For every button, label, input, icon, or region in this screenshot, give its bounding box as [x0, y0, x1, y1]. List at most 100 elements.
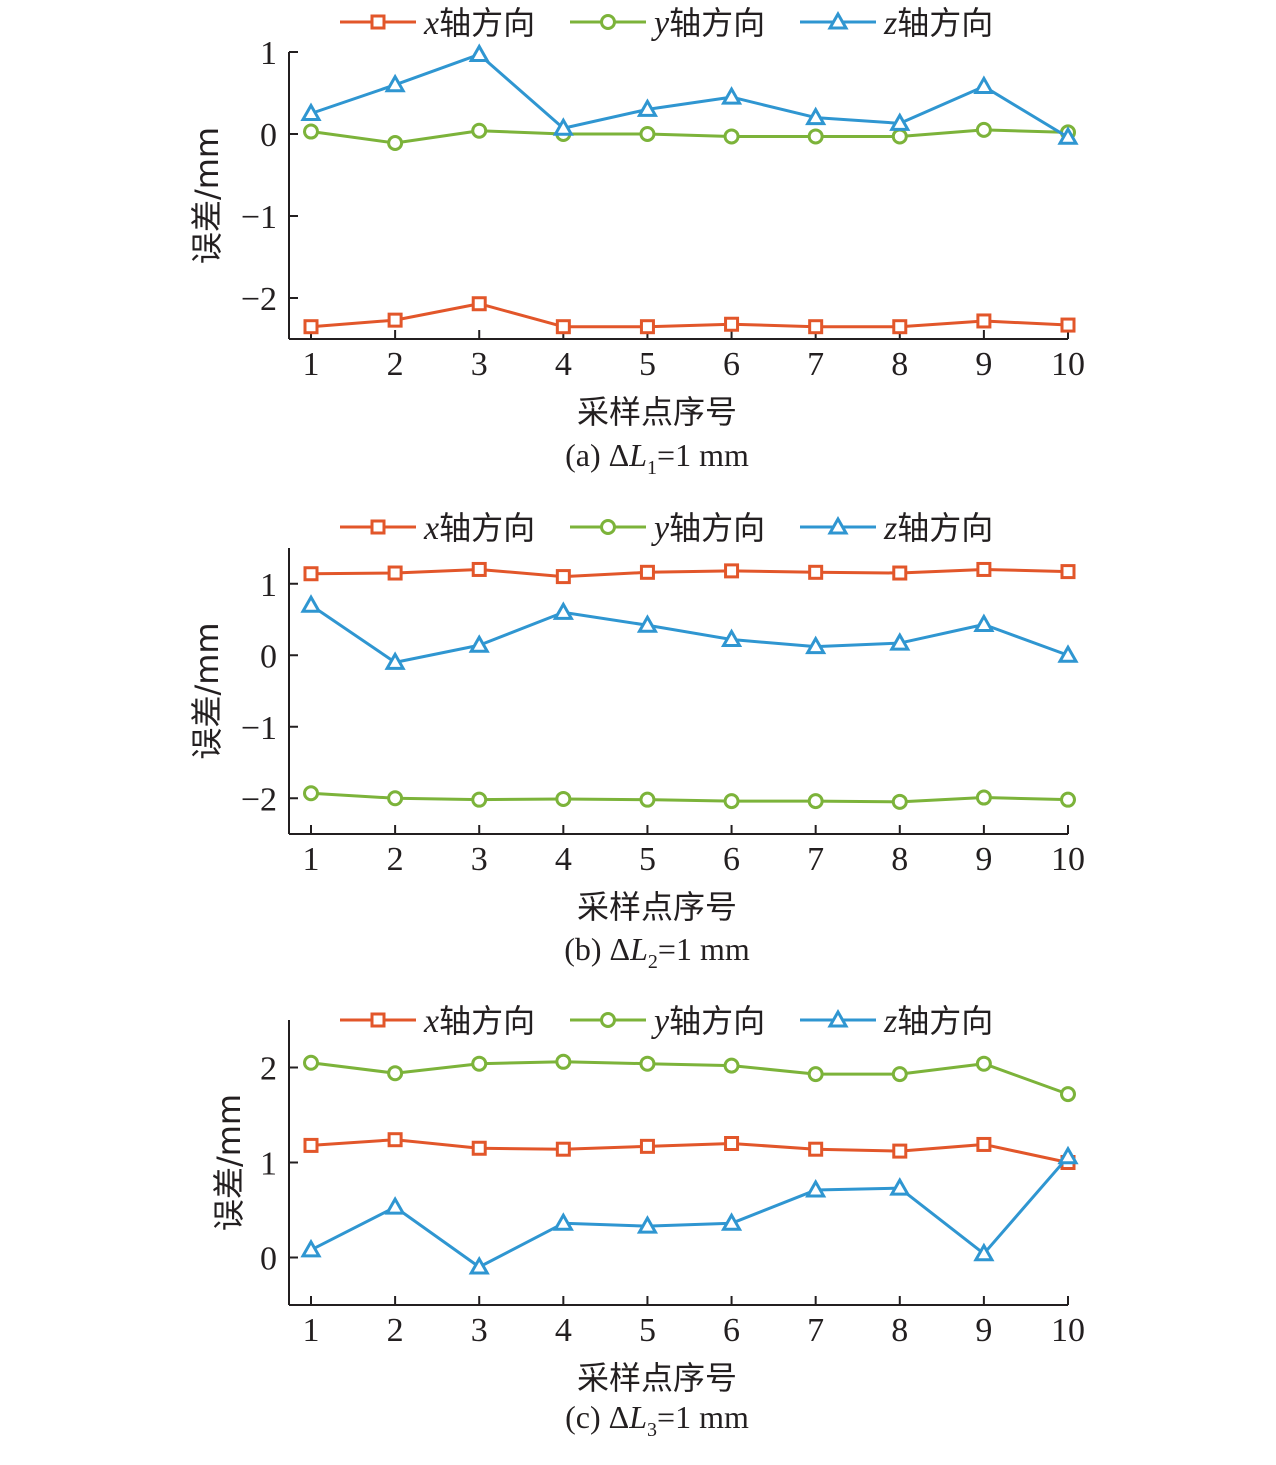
series-line — [310, 1060, 1069, 1096]
chart-caption: (c) ΔL3=1 mm — [565, 1399, 749, 1441]
x-tick-label: 1 — [303, 346, 320, 383]
data-point — [300, 102, 322, 121]
x-tick-label: 10 — [1051, 1312, 1085, 1349]
data-point — [976, 313, 992, 329]
legend-label-rest: 轴方向 — [439, 509, 535, 547]
data-point — [723, 793, 740, 810]
legend-label-rest: 轴方向 — [439, 1002, 535, 1040]
data-point — [975, 789, 992, 806]
legend-marker — [827, 10, 849, 30]
data-point — [805, 1179, 827, 1198]
data-point — [1057, 1145, 1079, 1165]
data-point — [639, 126, 656, 142]
data-point — [636, 98, 659, 117]
series-line — [310, 52, 1069, 139]
data-point — [724, 316, 740, 332]
legend-marker — [600, 1012, 616, 1028]
legend-label-rest: 轴方向 — [897, 509, 993, 547]
legend-label: y轴方向 — [651, 4, 765, 42]
series-z — [300, 594, 1079, 670]
legend-label-rest: 轴方向 — [669, 509, 765, 547]
data-point — [384, 651, 406, 670]
y-tick-label: 1 — [260, 1146, 277, 1183]
legend-marker — [827, 1008, 849, 1028]
y-axis-title: 误差/mm — [188, 622, 226, 759]
x-tick-label: 9 — [975, 346, 992, 383]
series-line — [310, 567, 1069, 579]
data-point — [303, 1054, 319, 1071]
data-point — [384, 73, 406, 93]
data-point — [808, 319, 824, 335]
data-point — [552, 117, 574, 136]
data-point — [973, 613, 995, 633]
x-tick-label: 1 — [303, 841, 320, 878]
data-point — [468, 634, 490, 653]
data-point — [471, 791, 488, 808]
series-y — [303, 785, 1076, 810]
legend-label: y轴方向 — [651, 509, 765, 547]
data-point — [387, 565, 403, 581]
y-tick-label: 0 — [260, 638, 277, 675]
data-point — [807, 793, 824, 810]
data-point — [639, 791, 656, 808]
y-tick-label: 2 — [260, 1051, 277, 1088]
caption-var: L — [628, 1399, 647, 1435]
data-point — [724, 563, 740, 579]
series-line — [310, 1138, 1069, 1164]
data-point — [384, 1196, 406, 1215]
caption-delta: Δ — [610, 931, 631, 967]
series-z — [300, 43, 1079, 145]
data-point — [300, 594, 322, 613]
caption-label: (a) — [565, 437, 609, 473]
data-point — [973, 75, 995, 94]
data-point — [1060, 564, 1076, 580]
legend-label: z轴方向 — [883, 4, 993, 42]
data-point — [889, 1177, 911, 1196]
data-point — [300, 1238, 322, 1258]
x-tick-label: 6 — [723, 1312, 740, 1349]
caption-sub: 3 — [647, 1419, 657, 1441]
data-point — [555, 1053, 572, 1070]
data-point — [973, 1242, 995, 1262]
data-point — [639, 1138, 655, 1154]
legend: x轴方向 y轴方向 z轴方向 — [340, 1002, 993, 1040]
series-x — [303, 1132, 1076, 1170]
x-tick-label: 7 — [807, 1312, 824, 1349]
data-point — [552, 1212, 574, 1231]
x-tick-label: 8 — [891, 1312, 908, 1349]
data-point — [303, 319, 319, 335]
legend-label-var: y — [651, 510, 670, 547]
series-x — [303, 561, 1076, 585]
y-tick-label: 0 — [260, 1241, 277, 1278]
x-tick-label: 1 — [303, 1312, 320, 1349]
legend-label-rest: 轴方向 — [897, 4, 993, 42]
data-point — [555, 790, 572, 807]
series-line — [310, 603, 1069, 664]
data-point — [892, 319, 908, 335]
legend-label: y轴方向 — [651, 1002, 765, 1040]
caption-var: L — [629, 931, 648, 967]
x-axis-title: 采样点序号 — [577, 888, 737, 926]
x-tick-label: 9 — [975, 841, 992, 878]
data-point — [387, 312, 403, 328]
data-point — [720, 1212, 743, 1231]
x-tick-label: 8 — [891, 841, 908, 878]
x-tick-label: 4 — [555, 1312, 572, 1349]
legend-marker — [370, 519, 386, 535]
data-point — [805, 635, 827, 655]
data-point — [387, 790, 404, 807]
legend-label-var: x — [423, 1003, 439, 1040]
legend-label-rest: 轴方向 — [439, 4, 535, 42]
series-y — [303, 1053, 1076, 1103]
legend-label-var: x — [423, 510, 439, 547]
data-point — [1057, 126, 1079, 145]
caption-rest: =1 mm — [657, 1399, 749, 1435]
data-point — [639, 564, 655, 580]
y-tick-label: 1 — [260, 567, 277, 604]
data-point — [891, 128, 908, 145]
legend-label: x轴方向 — [423, 4, 535, 42]
series-y — [303, 121, 1076, 152]
legend-marker — [370, 1012, 386, 1028]
